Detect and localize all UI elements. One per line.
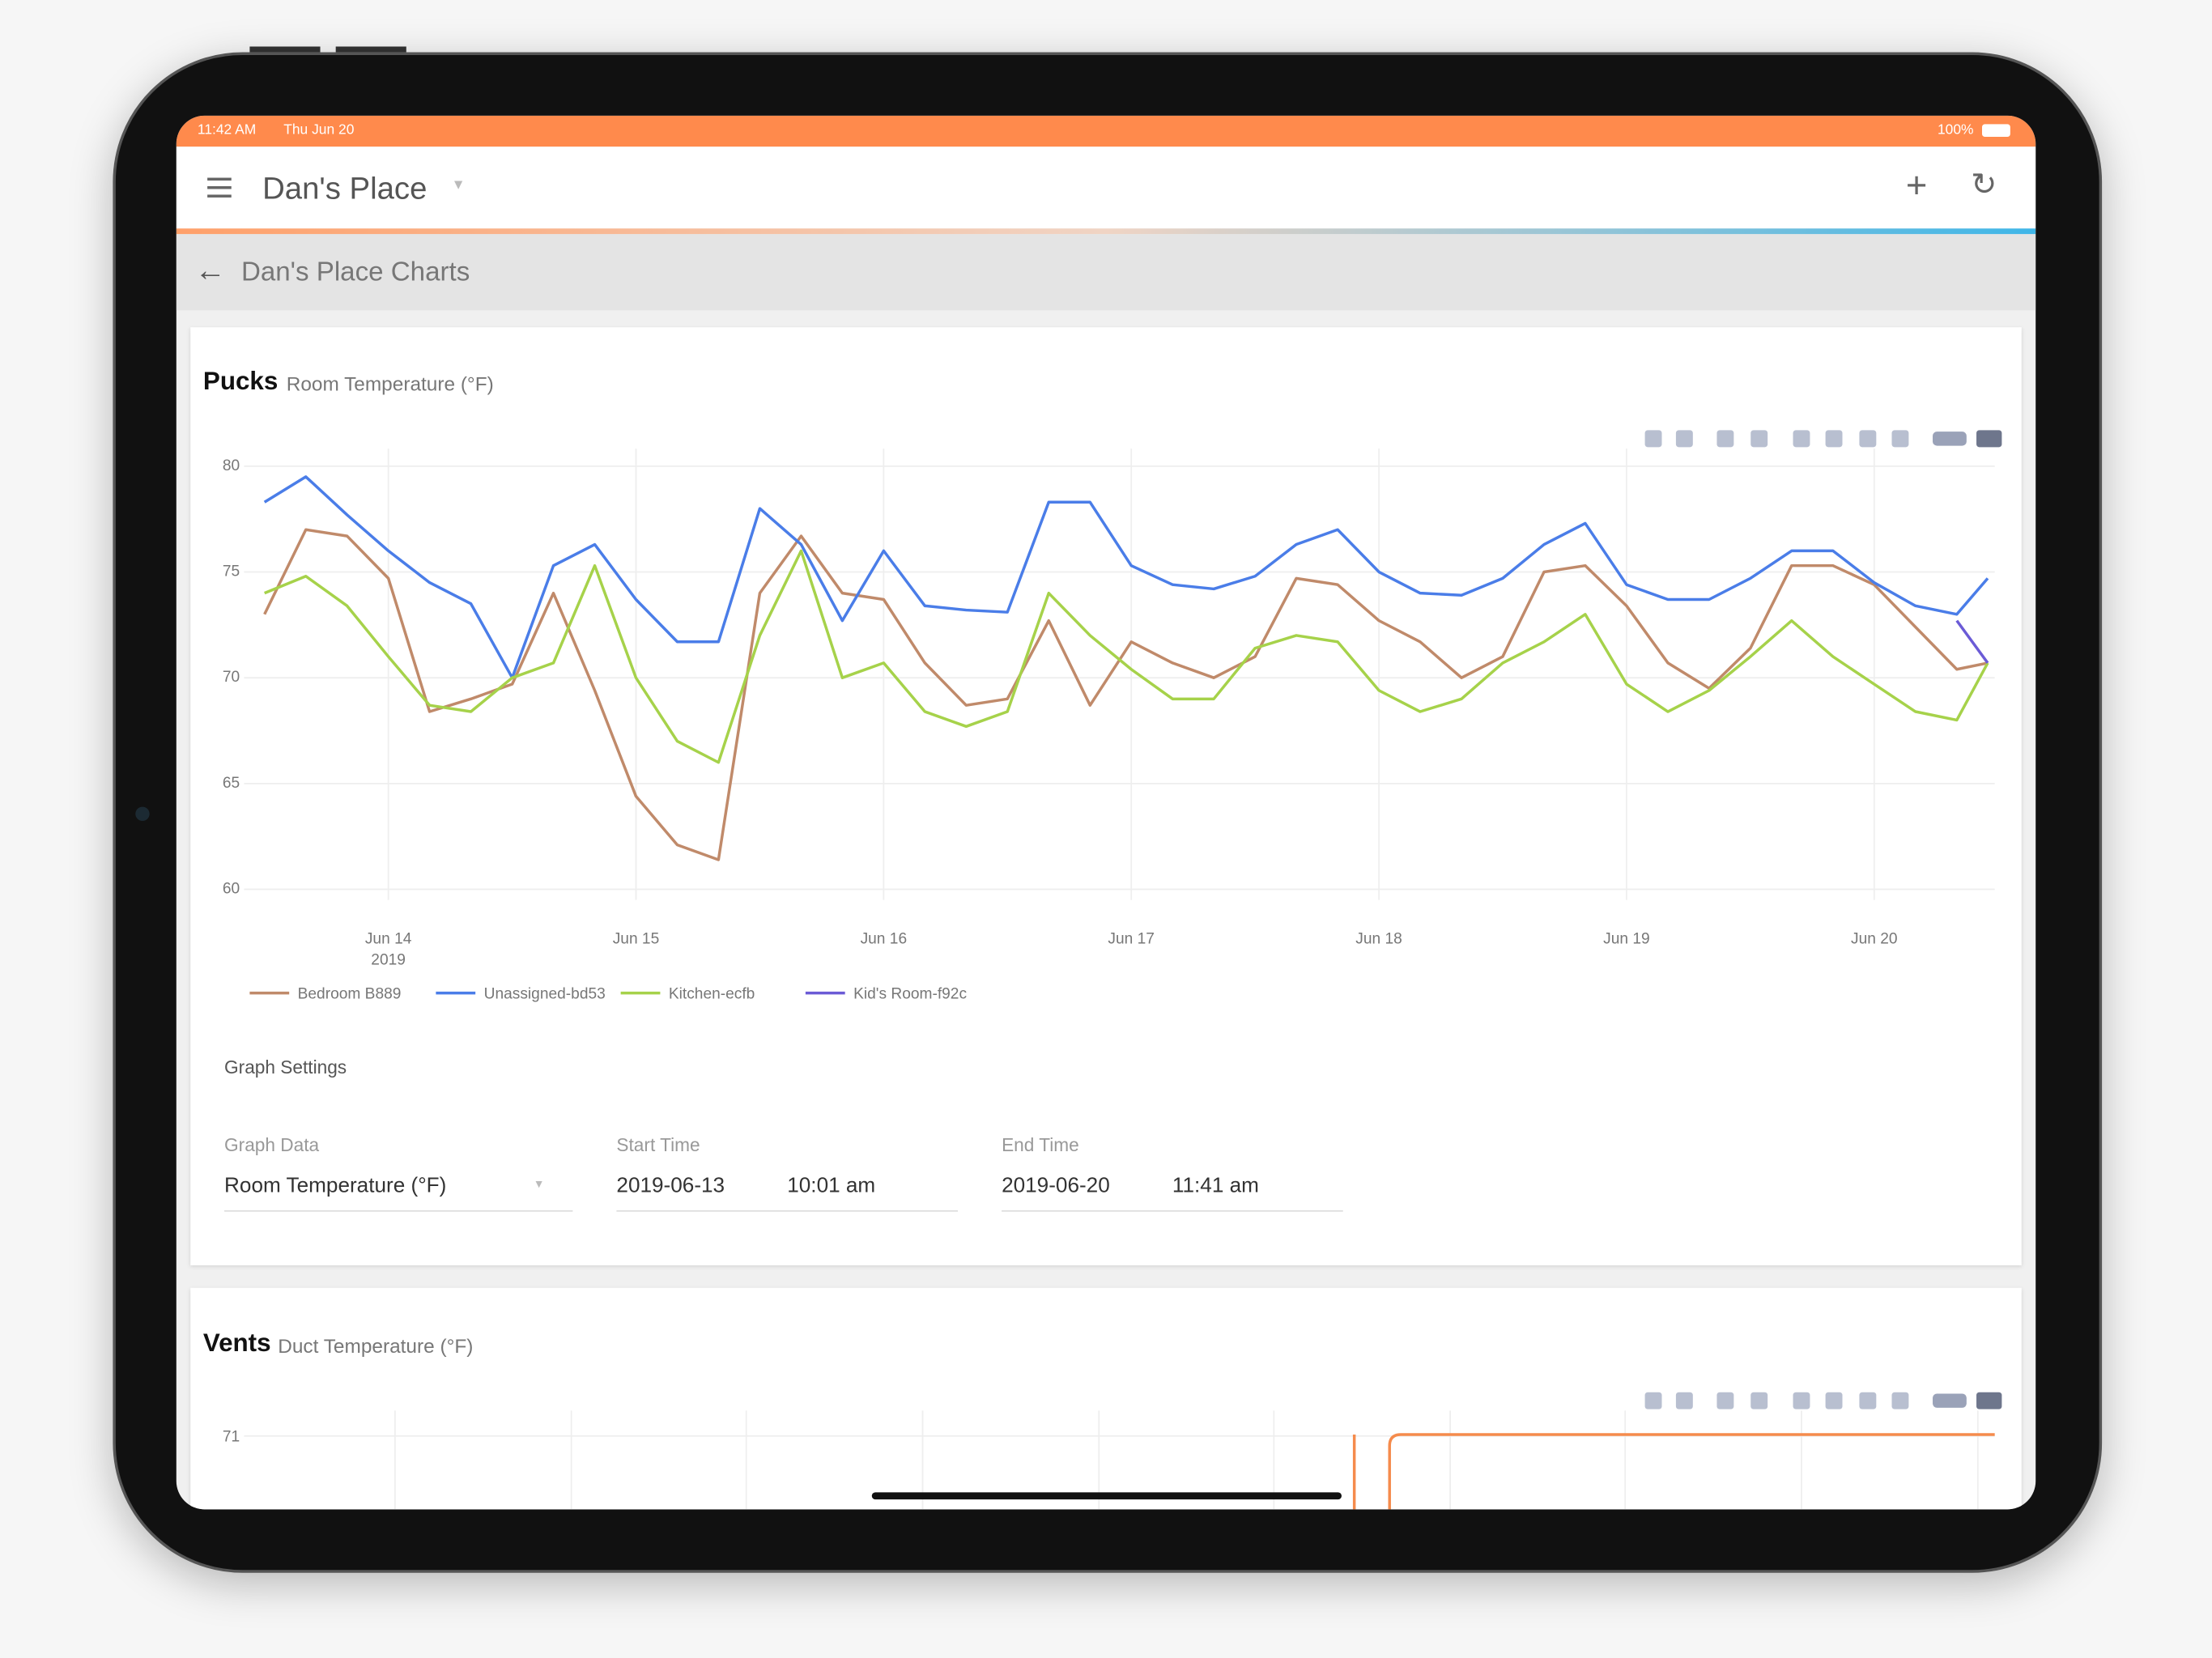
toolbar-button[interactable]: [1891, 430, 1909, 448]
y-tick-label: 71: [223, 1429, 240, 1446]
toolbar-button[interactable]: [1859, 1392, 1877, 1409]
power-button: [335, 46, 406, 53]
x-year-label: 2019: [371, 952, 406, 969]
refresh-button[interactable]: ↻: [1971, 166, 1997, 202]
toolbar-button[interactable]: [1716, 430, 1734, 448]
legend-label: Kid's Room-f92c: [853, 985, 967, 1002]
toolbar-button[interactable]: [1976, 430, 2002, 448]
legend-label: Unassigned-bd53: [484, 985, 606, 1002]
end-label: End Time: [1002, 1133, 1079, 1155]
end-date: 2019-06-20: [1002, 1173, 1110, 1198]
toolbar-button[interactable]: [1793, 430, 1810, 448]
battery-text: 100%: [1937, 122, 1974, 138]
toolbar-button[interactable]: [1644, 1392, 1662, 1409]
toolbar-button[interactable]: [1793, 1392, 1810, 1409]
start-date: 2019-06-13: [616, 1173, 725, 1198]
toolbar-button[interactable]: [1644, 430, 1662, 448]
toolbar-button[interactable]: [1825, 1392, 1843, 1409]
screen: 11:42 AM Thu Jun 20 100% Dan's Place ▼ +…: [176, 115, 2036, 1510]
graph-data-label: Graph Data: [224, 1133, 320, 1155]
y-tick-label: 80: [223, 457, 240, 474]
data-line: [263, 528, 1989, 861]
menu-button[interactable]: [207, 177, 232, 198]
graph-data-select[interactable]: Room Temperature (°F) ▼: [224, 1173, 573, 1212]
toolbar-button[interactable]: [1716, 1392, 1734, 1409]
data-line: [263, 475, 1989, 679]
toolbar-button[interactable]: [1891, 1392, 1909, 1409]
gradient-bar: [176, 228, 2036, 235]
toolbar-button[interactable]: [1750, 1392, 1768, 1409]
app-title[interactable]: Dan's Place: [262, 170, 428, 206]
pucks-card: Pucks Room Temperature (°F) Graph Settin…: [190, 327, 2022, 1265]
camera: [135, 806, 150, 822]
home-indicator: [871, 1492, 1342, 1500]
battery-icon: [1982, 124, 2010, 138]
toolbar-button[interactable]: [1933, 1393, 1967, 1408]
data-line: [1955, 619, 1989, 664]
legend-label: Bedroom B889: [298, 985, 402, 1002]
x-tick-label: Jun 19: [1603, 930, 1650, 947]
toolbar-button[interactable]: [1675, 430, 1693, 448]
app-bar: Dan's Place ▼ + ↻: [176, 147, 2036, 229]
x-tick-label: Jun 17: [1108, 930, 1155, 947]
start-time: 10:01 am: [787, 1173, 876, 1198]
status-date: Thu Jun 20: [283, 122, 355, 138]
dropdown-caret[interactable]: ▼: [451, 177, 466, 193]
back-button[interactable]: ←: [194, 252, 226, 288]
status-bar: 11:42 AM Thu Jun 20 100%: [176, 115, 2036, 147]
end-time: 11:41 am: [1172, 1173, 1259, 1198]
x-tick-label: Jun 16: [861, 930, 908, 947]
sub-header-title: Dan's Place Charts: [240, 257, 470, 288]
add-button[interactable]: +: [1905, 164, 1928, 206]
toolbar-button[interactable]: [1825, 430, 1843, 448]
start-input[interactable]: 2019-06-13 10:01 am: [616, 1173, 959, 1212]
x-tick-label: Jun 20: [1851, 930, 1898, 947]
card-title: Pucks: [202, 367, 279, 395]
y-tick-label: 75: [223, 563, 240, 580]
settings-heading: Graph Settings: [224, 1056, 347, 1078]
x-tick-label: Jun 14: [365, 930, 412, 947]
vents-line: [1352, 1433, 1995, 1510]
legend-label: Kitchen-ecfb: [669, 985, 755, 1002]
status-time: 11:42 AM: [197, 122, 257, 138]
charts: 60 65 70 75 80 Jun 14 2019 Jun 15 Jun 16 Jun 17 Ju…: [223, 430, 2002, 1510]
card-subtitle: Duct Temperature (°F): [278, 1334, 474, 1358]
toolbar-button[interactable]: [1859, 430, 1877, 448]
toolbar-button[interactable]: [1675, 1392, 1693, 1409]
y-tick-label: 65: [223, 775, 240, 792]
toolbar-button[interactable]: [1750, 430, 1768, 448]
sub-header: ← Dan's Place Charts: [176, 234, 2036, 311]
x-tick-label: Jun 18: [1355, 930, 1402, 947]
x-tick-label: Jun 15: [613, 930, 660, 947]
volume-button: [249, 46, 321, 53]
graph-data-value: Room Temperature (°F): [224, 1173, 447, 1198]
toolbar-button[interactable]: [1976, 1392, 2002, 1409]
card-title: Vents: [202, 1329, 271, 1358]
vents-card: Vents Duct Temperature (°F): [190, 1287, 2022, 1510]
data-line: [264, 549, 1989, 764]
y-tick-label: 70: [223, 669, 240, 686]
start-label: Start Time: [616, 1133, 700, 1155]
y-tick-label: 60: [223, 881, 240, 898]
card-subtitle: Room Temperature (°F): [286, 372, 494, 395]
toolbar-button[interactable]: [1933, 432, 1967, 446]
end-input[interactable]: 2019-06-20 11:41 am: [1002, 1174, 1343, 1212]
